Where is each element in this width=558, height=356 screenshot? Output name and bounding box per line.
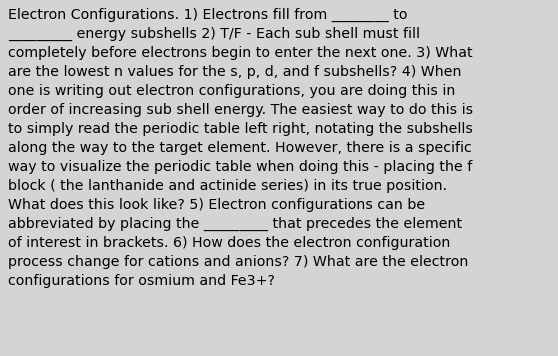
- Text: Electron Configurations. 1) Electrons fill from ________ to
_________ energy sub: Electron Configurations. 1) Electrons fi…: [8, 8, 474, 288]
